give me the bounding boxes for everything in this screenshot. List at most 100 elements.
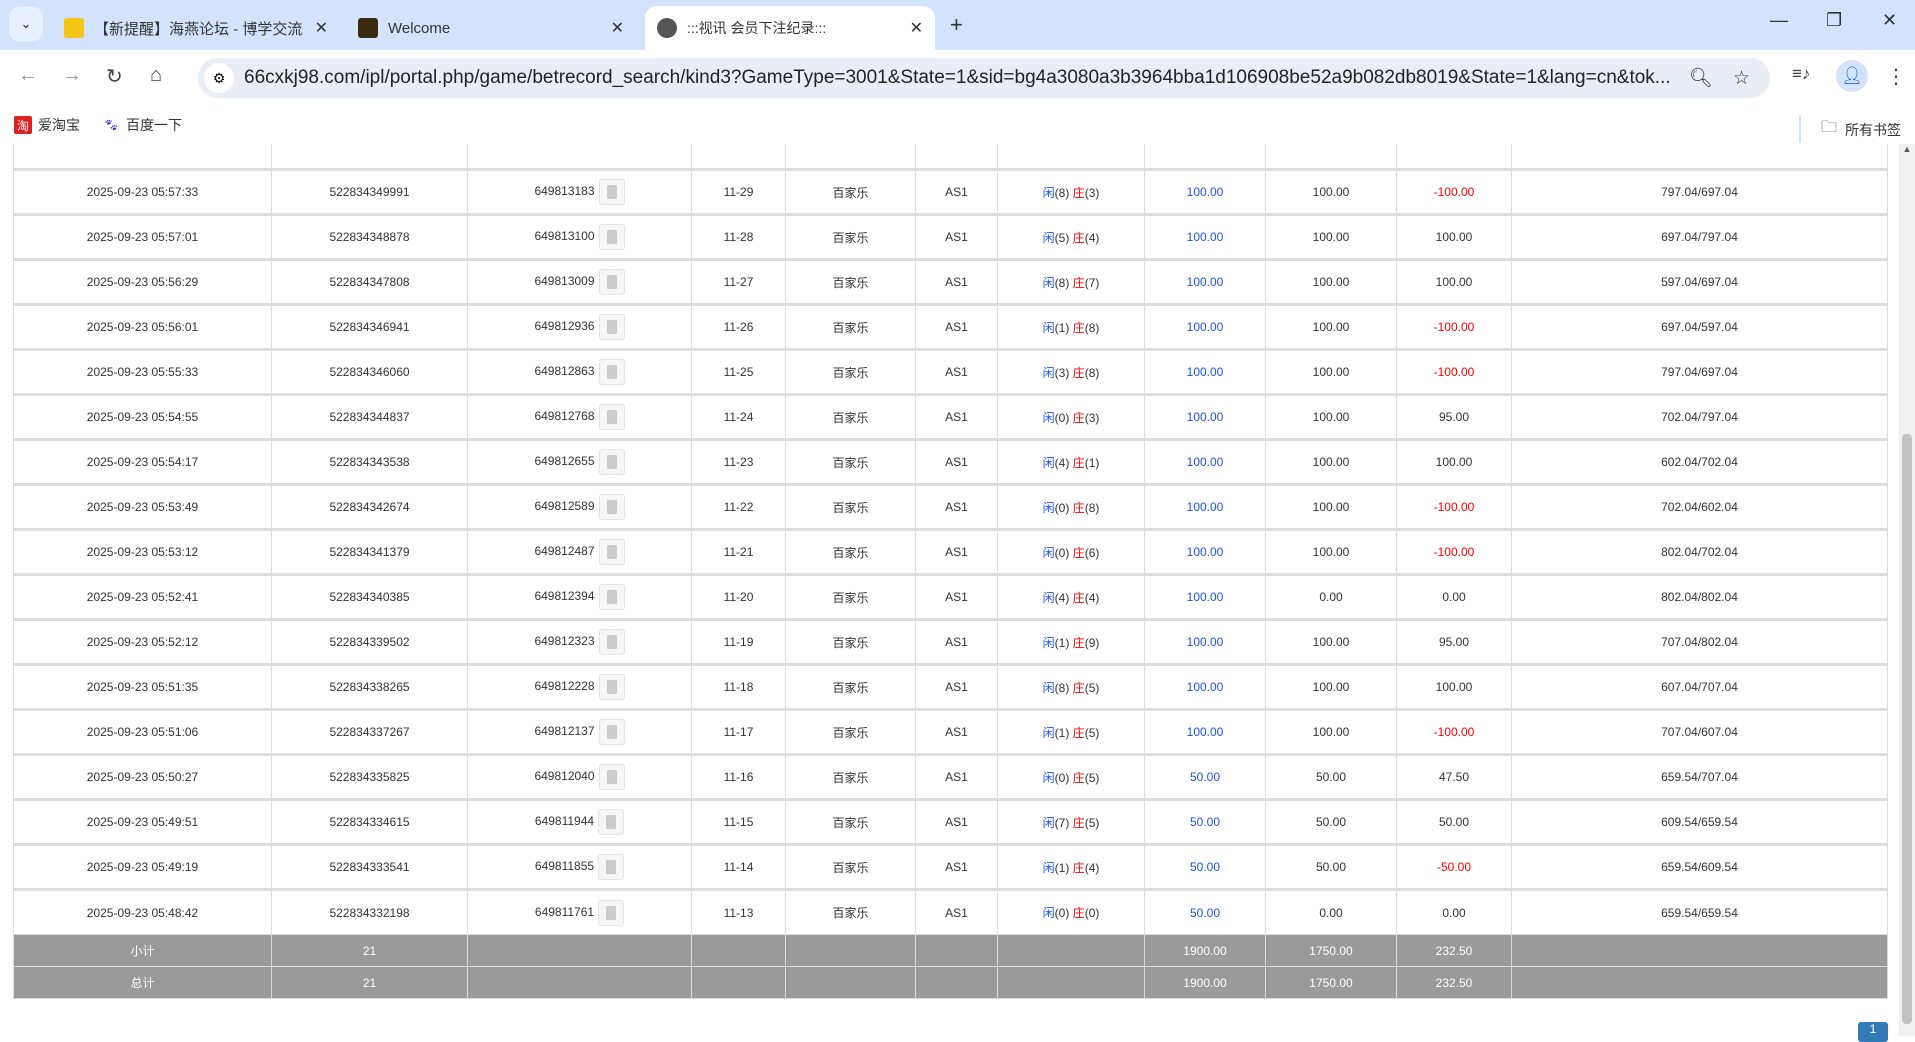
player-points: 4: [1058, 455, 1066, 470]
table-row: 2025-09-23 05:56:01 522834346941 649812936…: [13, 303, 1888, 350]
player-label: 闲: [1042, 590, 1055, 605]
shoe-round: 11-19: [723, 635, 754, 649]
result-detail-icon[interactable]: [598, 179, 625, 205]
player-label: 闲: [1042, 365, 1055, 380]
result-detail-icon[interactable]: [598, 719, 625, 745]
win-loss: -50.00: [1436, 860, 1472, 874]
banker-label: 庄: [1072, 185, 1085, 200]
player-label: 闲: [1042, 635, 1055, 650]
result-detail-icon[interactable]: [598, 539, 625, 565]
bet-time: 2025-09-23 05:53:12: [86, 545, 199, 559]
forward-button[interactable]: →: [62, 64, 82, 86]
table-name: AS1: [945, 500, 968, 514]
banker-label: 庄: [1072, 365, 1085, 380]
bookmark-baidu[interactable]: 🐾︎ 百度一下: [103, 117, 182, 133]
close-window-button[interactable]: ✕: [1882, 10, 1898, 30]
minimize-button[interactable]: —: [1770, 10, 1788, 30]
table-name: AS1: [945, 860, 968, 874]
banker-points: 8: [1088, 365, 1096, 380]
vertical-scrollbar[interactable]: ▲: [1899, 144, 1915, 1036]
bookmark-aitaobao[interactable]: 淘爱淘宝: [14, 115, 80, 135]
address-bar[interactable]: ⚙ 66cxkj98.com/ipl/portal.php/game/betre…: [198, 58, 1770, 98]
balance: 602.04/702.04: [1661, 455, 1738, 469]
total-result: 232.50: [1396, 966, 1512, 999]
bet-amount: 100.00: [1186, 275, 1224, 289]
scrollbar-thumb[interactable]: [1902, 434, 1912, 1024]
pagination-page-1[interactable]: 1: [1858, 1022, 1888, 1042]
banker-label: 庄: [1072, 455, 1085, 470]
banker-label: 庄: [1072, 725, 1085, 740]
table-name: AS1: [945, 545, 968, 559]
shoe-round: 11-14: [723, 860, 754, 874]
bet-time: 2025-09-23 05:55:33: [86, 365, 199, 379]
home-button[interactable]: ⌂: [150, 64, 163, 86]
zoom-icon[interactable]: 🔍︎: [1688, 68, 1713, 89]
bet-id: 522834343538: [329, 455, 410, 469]
site-info-icon[interactable]: ⚙: [204, 63, 234, 93]
result-detail-icon[interactable]: [598, 809, 625, 835]
bet-id: 522834340385: [329, 590, 410, 604]
result-detail-icon[interactable]: [598, 449, 625, 475]
new-tab-button[interactable]: +: [950, 12, 963, 37]
result-detail-icon[interactable]: [598, 584, 625, 610]
tab-2[interactable]: :::视讯 会员下注纪录::: ✕: [645, 6, 935, 50]
valid-amount: 100.00: [1312, 275, 1350, 289]
scroll-up-icon[interactable]: ▲: [1902, 144, 1912, 154]
bet-id: 522834349991: [329, 185, 410, 199]
table-row: 2025-09-23 05:49:19 522834333541 649811855…: [13, 843, 1888, 890]
table-name: AS1: [945, 815, 968, 829]
balance: 802.04/702.04: [1661, 545, 1738, 559]
result-detail-icon[interactable]: [598, 314, 625, 340]
back-button[interactable]: ←: [18, 64, 38, 86]
result-detail-icon[interactable]: [598, 764, 625, 790]
table-name: AS1: [945, 635, 968, 649]
toolbar: ← → ↻ ⌂ ⚙ 66cxkj98.com/ipl/portal.php/ga…: [0, 50, 1915, 106]
banker-label: 庄: [1072, 770, 1085, 785]
result-detail-icon[interactable]: [598, 854, 625, 880]
profile-avatar[interactable]: 👤︎: [1836, 60, 1868, 92]
reload-button[interactable]: ↻: [106, 66, 123, 88]
banker-points: 1: [1088, 455, 1096, 470]
result-detail-icon[interactable]: [598, 404, 625, 430]
bet-id: 522834346941: [329, 320, 410, 334]
shoe-round: 11-29: [723, 185, 754, 199]
bet-time: 2025-09-23 05:49:51: [86, 815, 199, 829]
result-detail-icon[interactable]: [598, 674, 625, 700]
bet-amount: 100.00: [1186, 500, 1224, 514]
banker-label: 庄: [1072, 680, 1085, 695]
close-tab-icon[interactable]: ✕: [909, 20, 923, 37]
banker-points: 5: [1088, 680, 1096, 695]
taobao-icon: 淘: [14, 116, 32, 134]
result-detail-icon[interactable]: [598, 359, 625, 385]
game-type: 百家乐: [832, 455, 869, 470]
tab-0[interactable]: 【新提醒】海燕论坛 - 博学交流 ✕: [52, 6, 340, 50]
tab-1[interactable]: Welcome ✕: [346, 6, 636, 50]
close-tab-icon[interactable]: ✕: [314, 20, 328, 37]
balance: 597.04/697.04: [1661, 275, 1738, 289]
game-type: 百家乐: [832, 185, 869, 200]
balance: 702.04/797.04: [1661, 410, 1738, 424]
result-detail-icon[interactable]: [598, 629, 625, 655]
restore-button[interactable]: ❐: [1826, 10, 1843, 30]
bet-amount: 100.00: [1186, 185, 1224, 199]
close-tab-icon[interactable]: ✕: [610, 20, 624, 37]
all-bookmarks-button[interactable]: 🗀 所有书签: [1798, 116, 1901, 143]
game-type: 百家乐: [832, 906, 869, 920]
result-detail-icon[interactable]: [598, 899, 625, 926]
star-icon[interactable]: ☆: [1732, 67, 1750, 89]
win-loss: 95.00: [1438, 410, 1470, 424]
result-detail-icon[interactable]: [598, 224, 625, 250]
player-points: 1: [1058, 635, 1066, 650]
result-detail-icon[interactable]: [598, 269, 625, 295]
media-control-icon[interactable]: ≡♪: [1792, 64, 1811, 83]
result-detail-icon[interactable]: [598, 494, 625, 520]
table-name: AS1: [945, 185, 968, 199]
bet-time: 2025-09-23 05:51:06: [86, 725, 199, 739]
menu-icon[interactable]: ⋮: [1886, 66, 1906, 88]
win-loss: 100.00: [1435, 680, 1473, 694]
subtotal-bet: 1900.00: [1144, 934, 1266, 967]
tab-search-button[interactable]: ⌄: [9, 7, 43, 41]
round-id: 649812655: [534, 454, 595, 469]
player-points: 0: [1058, 906, 1066, 920]
table-row: 2025-09-23 05:57:33 522834349991 649813183…: [13, 168, 1888, 215]
